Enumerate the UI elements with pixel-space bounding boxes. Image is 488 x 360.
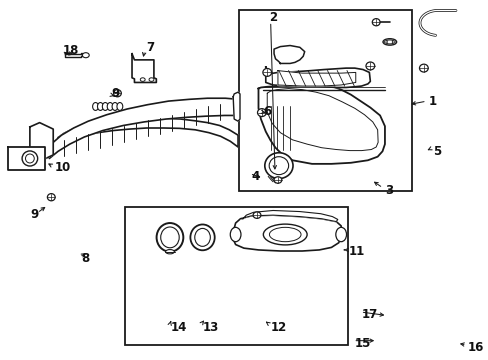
Ellipse shape <box>190 225 214 250</box>
Ellipse shape <box>82 53 89 58</box>
Ellipse shape <box>253 212 261 219</box>
Polygon shape <box>240 211 337 222</box>
Polygon shape <box>8 147 45 170</box>
Ellipse shape <box>269 227 301 242</box>
Ellipse shape <box>113 90 121 97</box>
Polygon shape <box>65 53 82 57</box>
Text: 11: 11 <box>348 245 364 258</box>
Ellipse shape <box>268 157 288 175</box>
Text: 10: 10 <box>55 161 71 174</box>
Text: 5: 5 <box>432 145 440 158</box>
Polygon shape <box>233 215 341 251</box>
Ellipse shape <box>117 103 122 111</box>
Polygon shape <box>58 118 238 147</box>
Text: 7: 7 <box>146 41 154 54</box>
Ellipse shape <box>156 223 183 252</box>
Ellipse shape <box>230 227 241 242</box>
Ellipse shape <box>371 19 379 26</box>
Ellipse shape <box>165 249 174 254</box>
Ellipse shape <box>107 103 113 111</box>
Polygon shape <box>132 54 156 82</box>
Text: 3: 3 <box>384 184 392 197</box>
Ellipse shape <box>22 151 38 166</box>
Ellipse shape <box>149 78 154 81</box>
Text: 14: 14 <box>171 320 187 333</box>
Ellipse shape <box>257 109 266 117</box>
Ellipse shape <box>335 227 346 242</box>
Bar <box>124 207 348 345</box>
Ellipse shape <box>419 64 427 72</box>
Polygon shape <box>277 71 355 86</box>
Text: 18: 18 <box>63 44 79 57</box>
Text: 16: 16 <box>467 341 483 354</box>
Text: 15: 15 <box>354 337 370 350</box>
Polygon shape <box>265 67 369 87</box>
Ellipse shape <box>194 228 210 246</box>
Polygon shape <box>258 84 384 164</box>
Ellipse shape <box>264 153 292 179</box>
Ellipse shape <box>385 40 393 44</box>
Ellipse shape <box>263 68 271 76</box>
Ellipse shape <box>365 62 374 70</box>
Ellipse shape <box>263 224 306 245</box>
Bar <box>239 10 411 191</box>
Text: 6: 6 <box>263 105 271 118</box>
Polygon shape <box>233 92 240 121</box>
Ellipse shape <box>273 177 281 183</box>
Text: 8: 8 <box>81 252 89 265</box>
Text: 2: 2 <box>268 12 277 24</box>
Ellipse shape <box>391 41 394 43</box>
Ellipse shape <box>47 194 55 201</box>
Ellipse shape <box>92 103 98 111</box>
Ellipse shape <box>102 103 108 111</box>
Text: 12: 12 <box>270 320 286 333</box>
Text: 9: 9 <box>111 87 120 100</box>
Ellipse shape <box>112 103 118 111</box>
Text: 13: 13 <box>202 320 218 333</box>
Polygon shape <box>30 123 53 165</box>
Polygon shape <box>273 45 304 63</box>
Ellipse shape <box>97 103 103 111</box>
Ellipse shape <box>25 154 34 163</box>
Ellipse shape <box>384 41 386 43</box>
Polygon shape <box>49 98 238 158</box>
Text: 1: 1 <box>428 95 436 108</box>
Ellipse shape <box>382 39 396 45</box>
Text: 4: 4 <box>251 170 259 183</box>
Text: 17: 17 <box>361 308 377 321</box>
Ellipse shape <box>140 78 145 81</box>
Text: 9: 9 <box>31 208 39 221</box>
Ellipse shape <box>161 227 179 248</box>
